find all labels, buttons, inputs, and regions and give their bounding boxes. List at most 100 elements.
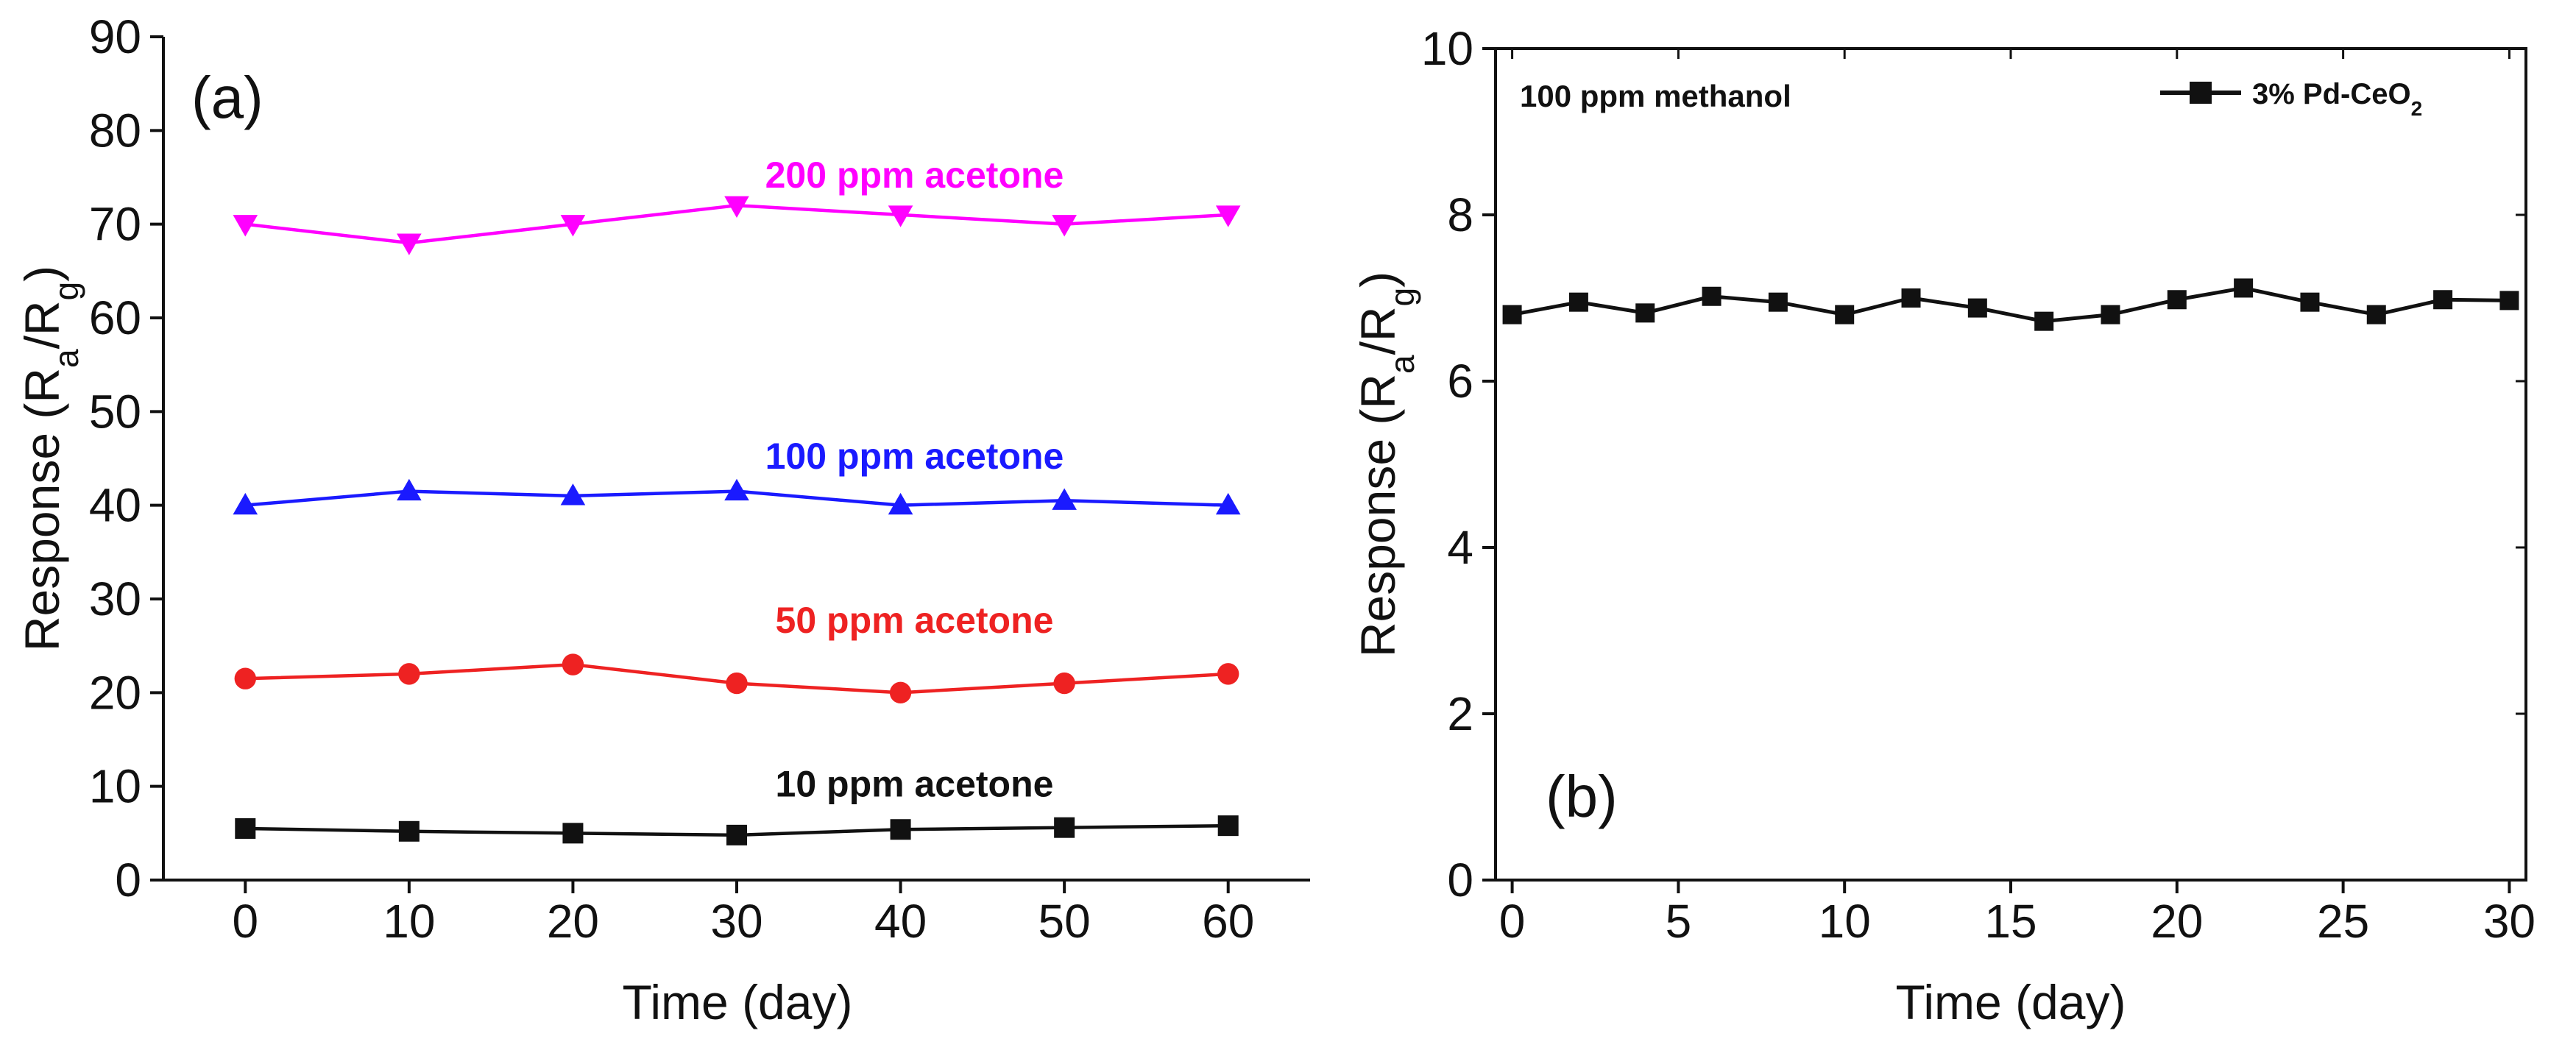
y-tick-label: 8 <box>1447 188 1473 241</box>
ylabel-close: ) <box>1351 272 1405 288</box>
panel-b-legend: 3% Pd-CeO2 <box>2160 78 2422 120</box>
ylabel-main: Response (R <box>1351 374 1405 657</box>
data-point <box>726 672 748 695</box>
series-0 <box>1502 278 2519 331</box>
ylabel-slash: /R <box>15 300 69 349</box>
series-label-3: 10 ppm acetone <box>776 764 1054 805</box>
x-tick-label: 10 <box>1819 895 1871 948</box>
data-point <box>234 667 256 689</box>
y-tick-label: 6 <box>1447 355 1473 408</box>
y-tick-label: 30 <box>89 572 141 625</box>
y-tick-label: 10 <box>1421 22 1473 75</box>
data-point <box>888 205 913 227</box>
data-point <box>888 492 913 515</box>
x-tick-label: 0 <box>232 895 258 948</box>
ylabel-close: ) <box>15 266 69 282</box>
data-point <box>2167 290 2187 310</box>
ylabel-sub-g: g <box>1383 288 1421 307</box>
series-label-2: 50 ppm acetone <box>776 600 1054 641</box>
panel-b-x-ticks: 0 5 10 15 20 25 30 <box>1499 49 2536 948</box>
y-tick-label: 60 <box>89 291 141 344</box>
x-tick-label: 60 <box>1202 895 1254 948</box>
ylabel-slash: /R <box>1351 306 1405 355</box>
panel-b-label: (b) <box>1546 764 1618 829</box>
data-point <box>1568 292 1588 312</box>
ylabel-main: Response (R <box>15 368 69 651</box>
data-point <box>1215 492 1241 515</box>
legend-label: 3% Pd-CeO2 <box>2252 78 2422 120</box>
series-label-0: 200 ppm acetone <box>765 155 1064 196</box>
y-tick-label: 4 <box>1447 521 1473 574</box>
ylabel-sub-a: a <box>1383 355 1421 374</box>
x-tick-label: 20 <box>547 895 599 948</box>
series-2 <box>234 653 1239 704</box>
data-point <box>2499 291 2519 311</box>
chart-panel-b: 0 2 4 6 8 10 0 5 10 15 20 25 30 100 ppm methanol 3%… <box>1351 22 2536 1029</box>
x-tick-label: 50 <box>1038 895 1091 948</box>
x-tick-label: 15 <box>1984 895 2037 948</box>
y-tick-label: 0 <box>1447 854 1473 907</box>
data-point <box>724 478 749 501</box>
panel-b-series <box>1502 278 2519 331</box>
series-1 <box>233 478 1241 515</box>
y-tick-label: 70 <box>89 198 141 251</box>
data-point <box>2234 278 2254 298</box>
data-point <box>1967 298 1987 318</box>
data-point <box>1215 205 1241 227</box>
panel-a-series-labels: 200 ppm acetone 100 ppm acetone 50 ppm ace… <box>765 155 1064 805</box>
data-point <box>560 483 586 506</box>
panel-b-x-axis-title: Time (day) <box>1896 975 2126 1029</box>
y-tick-label: 2 <box>1447 687 1473 740</box>
y-tick-label: 80 <box>89 104 141 157</box>
legend-marker-square <box>2190 82 2212 104</box>
y-tick-label: 10 <box>89 760 141 813</box>
ylabel-sub-a: a <box>47 349 85 368</box>
series-3 <box>235 815 1239 845</box>
x-tick-label: 0 <box>1499 895 1526 948</box>
data-point <box>1901 288 1921 308</box>
data-point <box>562 653 584 675</box>
data-point <box>397 478 422 501</box>
series-label-1: 100 ppm acetone <box>765 436 1064 477</box>
data-point <box>1217 815 1239 837</box>
data-point <box>1054 817 1075 838</box>
data-point <box>233 492 258 515</box>
data-point <box>890 819 911 840</box>
y-tick-label: 50 <box>89 385 141 438</box>
panel-a-y-axis-title: Response (Ra/Rg) <box>15 266 85 651</box>
data-point <box>1052 488 1077 510</box>
data-point <box>2300 292 2320 312</box>
series-0 <box>233 196 1241 255</box>
x-tick-label: 30 <box>710 895 762 948</box>
y-tick-label: 20 <box>89 666 141 719</box>
x-tick-label: 10 <box>383 895 435 948</box>
panel-a-y-ticks: 0 10 20 30 40 50 60 70 80 90 <box>89 10 163 907</box>
data-point <box>1052 215 1077 237</box>
data-point <box>233 215 258 237</box>
data-point <box>1835 305 1855 324</box>
data-point <box>1217 663 1239 685</box>
x-tick-label: 25 <box>2317 895 2369 948</box>
data-point <box>235 817 256 839</box>
data-point <box>724 196 749 218</box>
legend-label-sub: 2 <box>2411 97 2423 120</box>
series-line <box>1512 285 2510 324</box>
x-tick-label: 20 <box>2151 895 2203 948</box>
data-point <box>562 823 584 844</box>
panel-b-y-ticks: 0 2 4 6 8 10 <box>1421 22 2526 907</box>
chart-panel-a: 0 10 20 30 40 50 60 70 80 90 0 10 20 30 40 50 60 200 pp… <box>15 10 1310 1029</box>
x-tick-label: 40 <box>874 895 927 948</box>
data-point <box>1502 305 1522 324</box>
data-point <box>398 820 420 842</box>
x-tick-label: 5 <box>1666 895 1692 948</box>
data-point <box>2433 290 2453 310</box>
data-point <box>1053 672 1075 695</box>
data-point <box>2101 305 2120 324</box>
panel-a-x-ticks: 0 10 20 30 40 50 60 <box>232 880 1254 948</box>
panel-b-annotation: 100 ppm methanol <box>1520 79 1791 113</box>
data-point <box>2034 311 2054 331</box>
data-point <box>1768 292 1788 312</box>
panel-a-x-axis-title: Time (day) <box>623 975 853 1029</box>
panel-a-label: (a) <box>191 65 263 130</box>
